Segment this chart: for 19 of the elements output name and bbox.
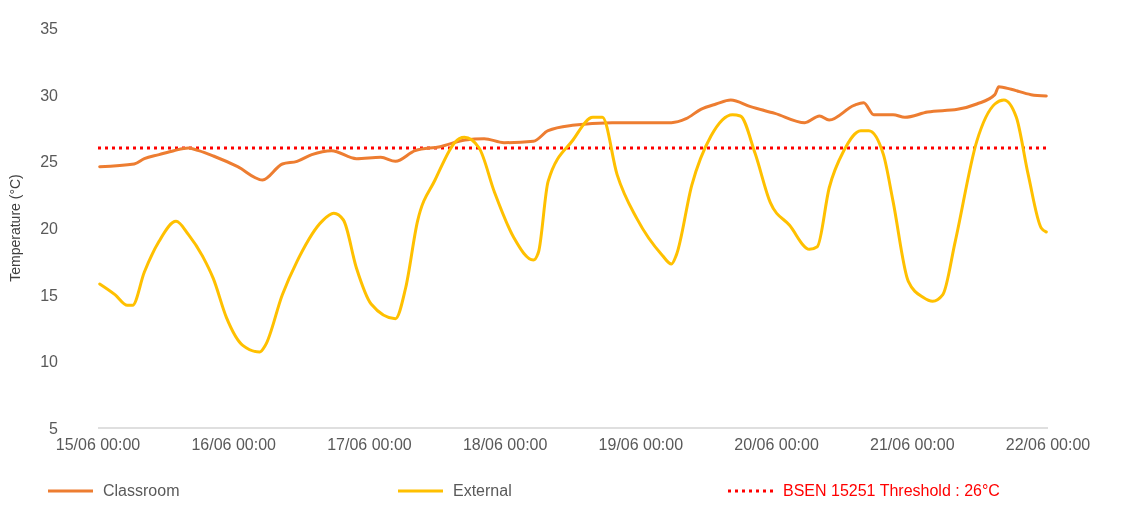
y-tick-label: 35: [40, 20, 59, 37]
legend-label: External: [453, 482, 512, 499]
y-tick-label: 15: [40, 286, 59, 304]
y-tick-label: 20: [40, 220, 59, 237]
y-tick-label: 25: [40, 153, 59, 171]
x-tick-label: 20/06 00:00: [734, 436, 819, 453]
y-axis-title: Temperature (°C): [7, 174, 23, 282]
x-tick-label: 19/06 00:00: [598, 436, 684, 453]
y-tick-label: 5: [49, 420, 59, 437]
x-tick-label: 15/06 00:00: [55, 436, 141, 453]
x-tick-label: 17/06 00:00: [327, 436, 412, 453]
x-tick-label: 16/06 00:00: [191, 436, 277, 453]
x-tick-label: 18/06 00:00: [462, 436, 548, 453]
legend-label: BSEN 15251 Threshold : 26°C: [783, 482, 1000, 499]
x-tick-label: 21/06 00:00: [870, 436, 955, 453]
x-tick-label: 22/06 00:00: [1005, 436, 1091, 453]
y-tick-label: 30: [40, 86, 59, 104]
legend-label: Classroom: [103, 482, 180, 499]
y-tick-label: 10: [40, 353, 59, 371]
